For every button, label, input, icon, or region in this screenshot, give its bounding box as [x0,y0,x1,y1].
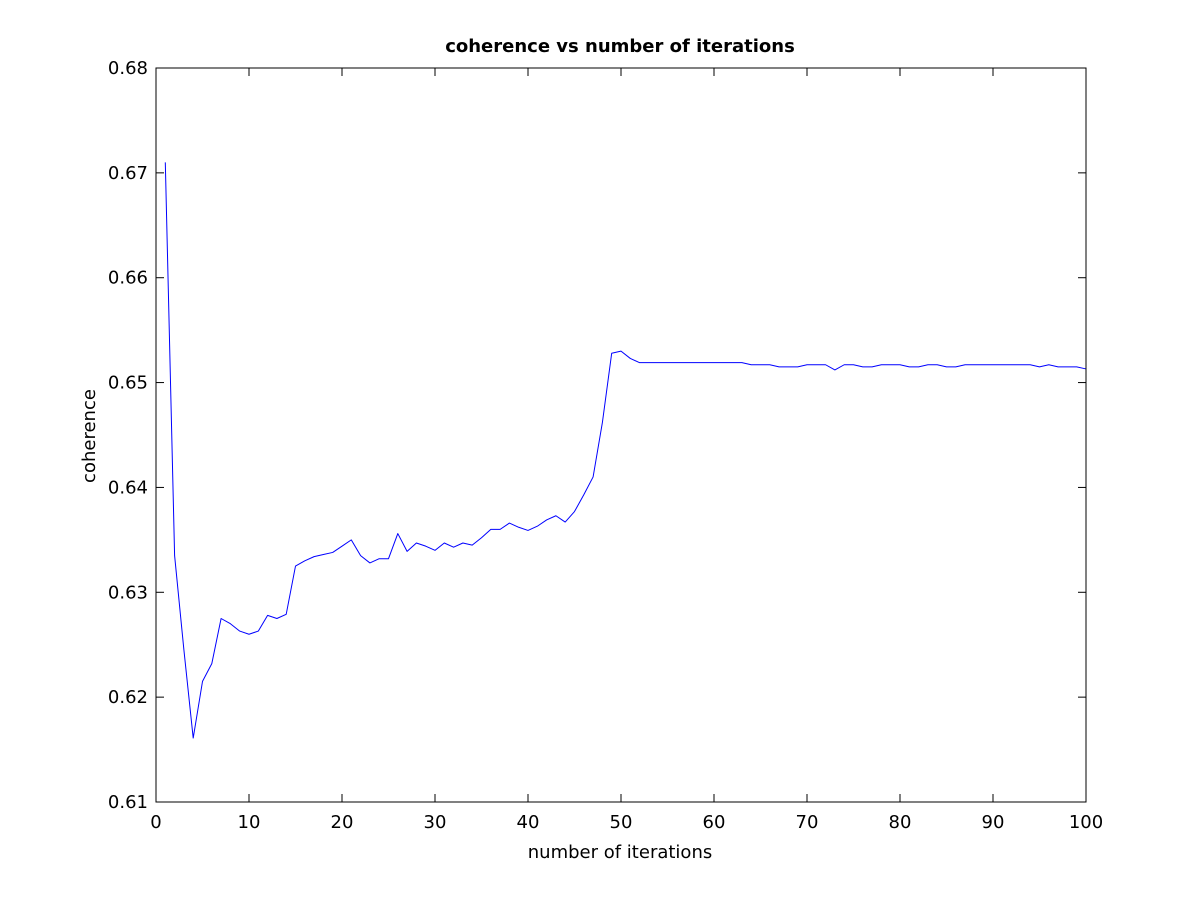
series-group [164,162,1087,739]
y-tick-label: 0.64 [108,477,148,498]
y-tick-label: 0.68 [108,58,148,79]
x-tick-label: 10 [238,812,261,833]
x-tick-label: 80 [889,812,912,833]
x-tick-label: 60 [703,812,726,833]
y-tick-label: 0.67 [108,163,148,184]
x-tick-label: 40 [517,812,540,833]
y-tick-label: 0.62 [108,687,148,708]
plot-area-box [155,67,1087,803]
x-tick-label: 30 [424,812,447,833]
x-tick-labels: 0 10 20 30 40 50 60 70 80 90 100 [150,812,1103,833]
x-tick-label: 20 [331,812,354,833]
y-tick-label: 0.61 [108,792,148,813]
y-tick-label: 0.63 [108,582,148,603]
y-tick-labels: 0.61 0.62 0.63 0.64 0.65 0.66 0.67 0.68 [108,58,148,813]
series-line [164,162,1087,739]
y-axis-title: coherence [79,389,100,483]
x-tick-label: 0 [150,812,161,833]
y-tick-label: 0.66 [108,268,148,289]
x-tick-label: 100 [1069,812,1103,833]
x-tick-label: 50 [610,812,633,833]
chart-title: coherence vs number of iterations [445,36,795,57]
x-tick-label: 70 [796,812,819,833]
x-tick-label: 90 [982,812,1005,833]
y-tick-label: 0.65 [108,373,148,394]
x-axis-title: number of iterations [528,842,712,863]
